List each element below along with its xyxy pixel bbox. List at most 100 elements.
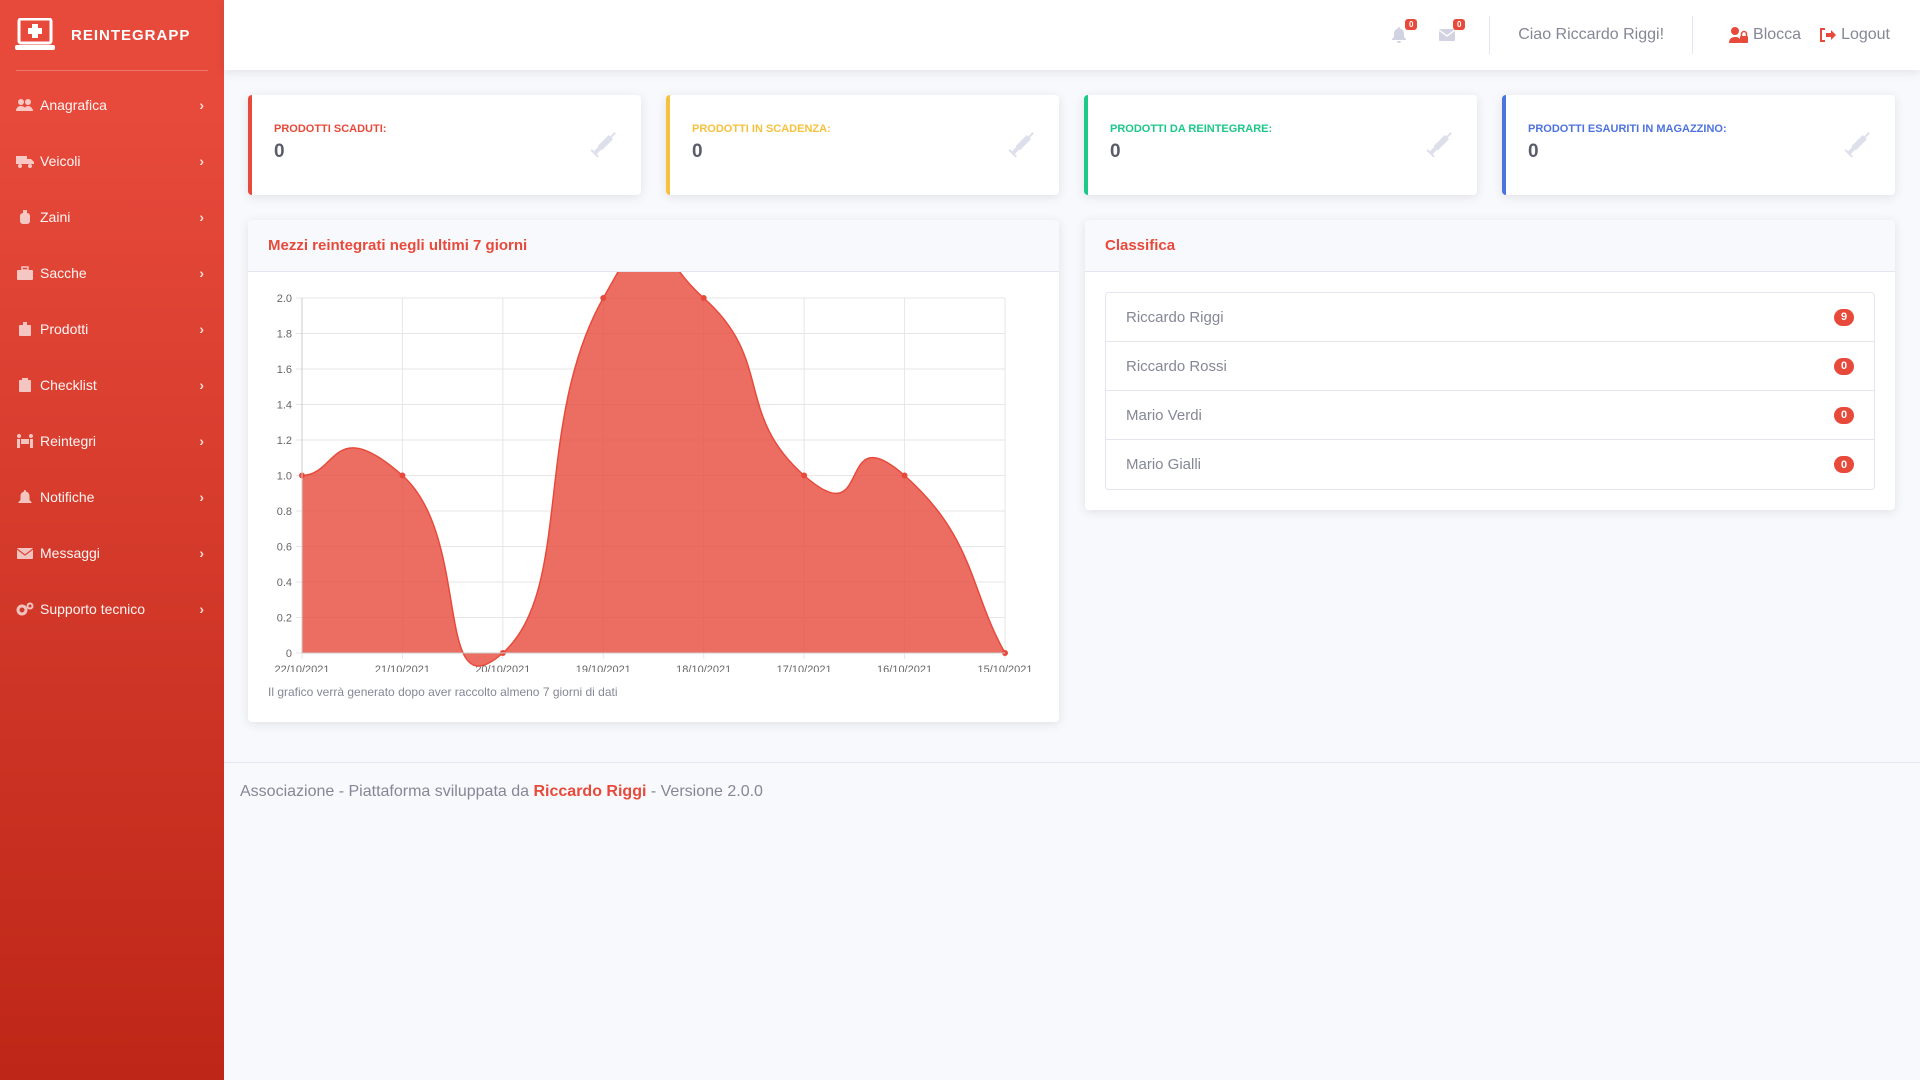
stat-label: Prodotti scaduti: bbox=[274, 123, 387, 135]
ranking-count-badge: 0 bbox=[1834, 357, 1854, 375]
sidebar-item-notifiche[interactable]: Notifiche › bbox=[0, 469, 224, 525]
y-tick-label: 0.2 bbox=[277, 613, 292, 625]
data-point bbox=[399, 472, 406, 479]
sidebar-item-label: Reintegri bbox=[40, 433, 97, 449]
sidebar-item-label: Messaggi bbox=[40, 545, 100, 561]
chevron-right-icon: › bbox=[199, 97, 204, 113]
brand[interactable]: REINTEGRAPP bbox=[0, 0, 224, 70]
notifications-badge: 0 bbox=[1405, 19, 1418, 30]
syringe-icon bbox=[590, 132, 616, 158]
ranking-count-badge: 9 bbox=[1834, 308, 1854, 326]
x-tick-label: 22/10/2021 bbox=[274, 664, 329, 672]
y-tick-label: 0.4 bbox=[277, 577, 292, 589]
stat-label: Prodotti esauriti in magazzino: bbox=[1528, 123, 1727, 135]
ranking-item: Riccardo Riggi 9 bbox=[1106, 293, 1874, 342]
out-of-stock-products-card: Prodotti esauriti in magazzino: 0 bbox=[1502, 95, 1895, 195]
chart-panel-title: Mezzi reintegrati negli ultimi 7 giorni bbox=[248, 220, 1059, 272]
sidebar-item-zaini[interactable]: Zaini › bbox=[0, 189, 224, 245]
ranking-item: Mario Verdi 0 bbox=[1106, 391, 1874, 440]
chart-note: Il grafico verrà generato dopo aver racc… bbox=[268, 685, 618, 699]
clipboard-icon bbox=[19, 378, 31, 392]
sidebar-item-sacche[interactable]: Sacche › bbox=[0, 245, 224, 301]
messages-badge: 0 bbox=[1453, 19, 1466, 30]
y-tick-label: 1.0 bbox=[277, 471, 292, 483]
cogs-icon bbox=[16, 602, 34, 616]
chevron-right-icon: › bbox=[199, 489, 204, 505]
ranking-item: Riccardo Rossi 0 bbox=[1106, 342, 1874, 391]
syringe-icon bbox=[1008, 132, 1034, 158]
footer: Associazione - Piattaforma sviluppata da… bbox=[224, 762, 1920, 821]
sidebar-item-label: Zaini bbox=[40, 209, 71, 225]
envelope-icon bbox=[1439, 29, 1456, 41]
chevron-right-icon: › bbox=[199, 153, 204, 169]
sidebar-item-label: Notifiche bbox=[40, 489, 95, 505]
ranking-name: Riccardo Riggi bbox=[1126, 308, 1224, 326]
topbar-divider bbox=[1489, 16, 1491, 54]
sidebar-item-anagrafica[interactable]: Anagrafica › bbox=[0, 77, 224, 133]
x-tick-label: 17/10/2021 bbox=[777, 664, 832, 672]
bell-icon bbox=[18, 490, 32, 504]
topbar: 0 0 Ciao Riccardo Riggi! Blocca Logout bbox=[224, 0, 1920, 70]
data-point bbox=[801, 472, 808, 479]
logout-button[interactable]: Logout bbox=[1819, 26, 1890, 44]
user-greeting[interactable]: Ciao Riccardo Riggi! bbox=[1518, 26, 1665, 43]
x-tick-label: 19/10/2021 bbox=[576, 664, 631, 672]
footer-prefix: Associazione - Piattaforma sviluppata da bbox=[240, 783, 530, 800]
stat-label: Prodotti in scadenza: bbox=[692, 123, 831, 135]
sidebar-item-prodotti[interactable]: Prodotti › bbox=[0, 301, 224, 357]
y-tick-label: 0 bbox=[286, 648, 292, 660]
x-tick-label: 21/10/2021 bbox=[375, 664, 430, 672]
logout-label: Logout bbox=[1841, 26, 1890, 43]
stat-value: 0 bbox=[1528, 141, 1539, 162]
ranking-list: Riccardo Riggi 9 Riccardo Rossi 0 Mario Verd… bbox=[1105, 292, 1875, 490]
data-point bbox=[901, 472, 908, 479]
ranking-name: Mario Gialli bbox=[1126, 456, 1202, 473]
chevron-right-icon: › bbox=[199, 545, 204, 561]
users-icon bbox=[16, 99, 33, 111]
data-point bbox=[600, 295, 607, 301]
truck-icon bbox=[16, 156, 34, 168]
chart-panel: Mezzi reintegrati negli ultimi 7 giorni … bbox=[248, 220, 1059, 722]
lock-button[interactable]: Blocca bbox=[1729, 26, 1801, 44]
sidebar-item-label: Supporto tecnico bbox=[40, 601, 146, 617]
sidebar-item-messaggi[interactable]: Messaggi › bbox=[0, 525, 224, 581]
sidebar-item-checklist[interactable]: Checklist › bbox=[0, 357, 224, 413]
sidebar-item-veicoli[interactable]: Veicoli › bbox=[0, 133, 224, 189]
stat-value: 0 bbox=[274, 141, 285, 162]
chevron-right-icon: › bbox=[199, 321, 204, 337]
notifications-button[interactable]: 0 bbox=[1389, 19, 1418, 45]
sidebar-item-reintegri[interactable]: Reintegri › bbox=[0, 413, 224, 469]
y-tick-label: 2.0 bbox=[277, 293, 292, 305]
chevron-right-icon: › bbox=[199, 265, 204, 281]
expiring-products-card: Prodotti in scadenza: 0 bbox=[666, 95, 1059, 195]
brand-name: REINTEGRAPP bbox=[71, 26, 191, 44]
stat-value: 0 bbox=[692, 141, 703, 162]
bell-icon bbox=[1392, 27, 1407, 43]
footer-suffix: - Versione 2.0.0 bbox=[650, 783, 763, 800]
stat-value: 0 bbox=[1110, 141, 1121, 162]
x-tick-label: 15/10/2021 bbox=[977, 664, 1032, 672]
user-lock-icon bbox=[1729, 27, 1749, 43]
stat-label: Prodotti da reintegrare: bbox=[1110, 123, 1273, 135]
y-tick-label: 1.4 bbox=[277, 400, 292, 412]
data-point bbox=[700, 295, 707, 301]
footer-author-link[interactable]: Riccardo Riggi bbox=[533, 783, 647, 800]
chevron-right-icon: › bbox=[199, 377, 204, 393]
y-tick-label: 0.6 bbox=[277, 542, 292, 554]
sidebar-item-label: Prodotti bbox=[40, 321, 89, 337]
y-tick-label: 1.8 bbox=[277, 329, 292, 341]
expired-products-card: Prodotti scaduti: 0 bbox=[248, 95, 641, 195]
backpack-icon bbox=[20, 210, 30, 224]
ranking-panel: Classifica Riccardo Riggi 9 Riccardo Rossi… bbox=[1085, 220, 1895, 510]
sidebar-item-supporto-tecnico[interactable]: Supporto tecnico › bbox=[0, 581, 224, 637]
sidebar-item-label: Sacche bbox=[40, 265, 87, 281]
y-tick-label: 1.2 bbox=[277, 435, 292, 447]
syringe-icon bbox=[1426, 132, 1452, 158]
ranking-count-badge: 0 bbox=[1834, 456, 1854, 473]
series-line bbox=[301, 272, 1006, 667]
envelope-icon bbox=[16, 548, 34, 559]
area-fill bbox=[302, 272, 1005, 666]
y-tick-label: 1.6 bbox=[277, 364, 292, 376]
messages-button[interactable]: 0 bbox=[1437, 19, 1466, 45]
ranking-count-badge: 0 bbox=[1834, 406, 1854, 424]
